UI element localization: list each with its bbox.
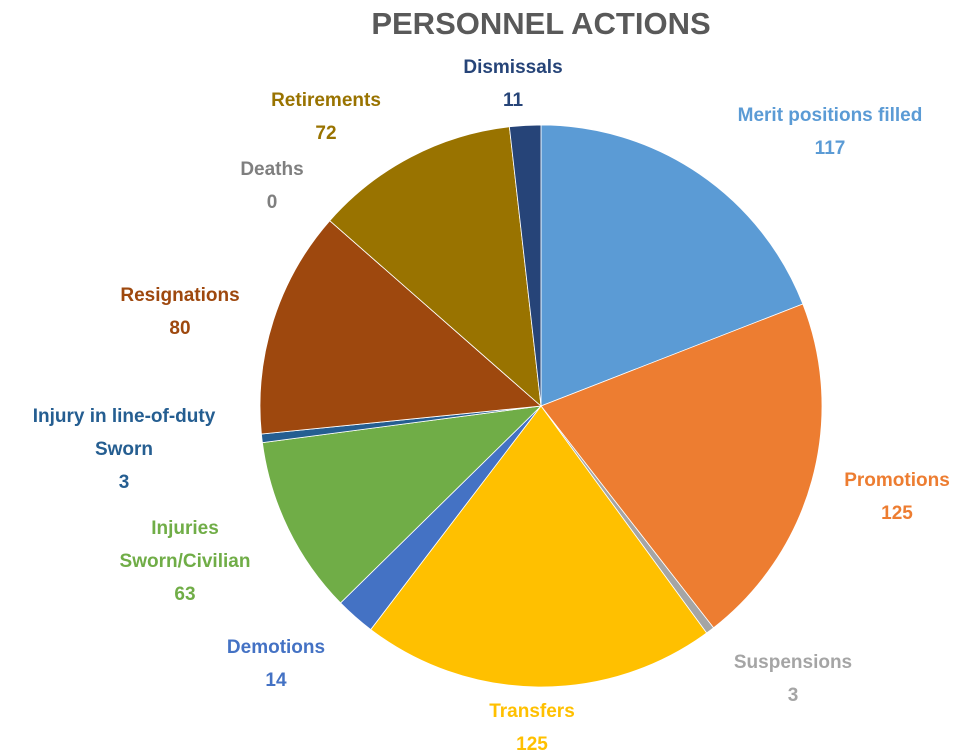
value-label: 80 bbox=[169, 318, 190, 339]
value-label: 63 bbox=[174, 584, 195, 605]
category-label: Transfers bbox=[489, 701, 575, 722]
category-label: Dismissals bbox=[463, 57, 562, 78]
value-label: 117 bbox=[815, 138, 846, 159]
pie-slice bbox=[259, 220, 542, 435]
value-label: 3 bbox=[119, 472, 130, 493]
value-label: 125 bbox=[881, 503, 913, 524]
category-label: Promotions bbox=[844, 470, 950, 491]
category-label: Deaths bbox=[240, 159, 303, 180]
category-label: Demotions bbox=[227, 637, 325, 658]
category-label: Resignations bbox=[120, 285, 239, 306]
value-label: 72 bbox=[315, 123, 336, 144]
pie-slice bbox=[508, 124, 542, 407]
value-label: 11 bbox=[503, 90, 524, 111]
chart-title: PERSONNEL ACTIONS bbox=[371, 6, 710, 41]
value-label: 125 bbox=[516, 734, 548, 750]
category-label: Suspensions bbox=[734, 652, 852, 673]
value-label: 0 bbox=[267, 192, 278, 213]
pie-slice bbox=[329, 126, 542, 407]
category-label: Merit positions filled bbox=[738, 105, 923, 126]
value-label: 3 bbox=[788, 685, 799, 706]
pie-slice bbox=[540, 124, 804, 407]
category-label: Injury in line-of-duty Sworn bbox=[33, 406, 216, 460]
pie-slice bbox=[370, 405, 708, 688]
category-label: Retirements bbox=[271, 90, 381, 111]
value-label: 14 bbox=[265, 670, 287, 691]
pie-slice bbox=[540, 303, 823, 629]
pie-slice bbox=[261, 405, 543, 604]
category-label: Injuries Sworn/Civilian bbox=[120, 518, 251, 572]
